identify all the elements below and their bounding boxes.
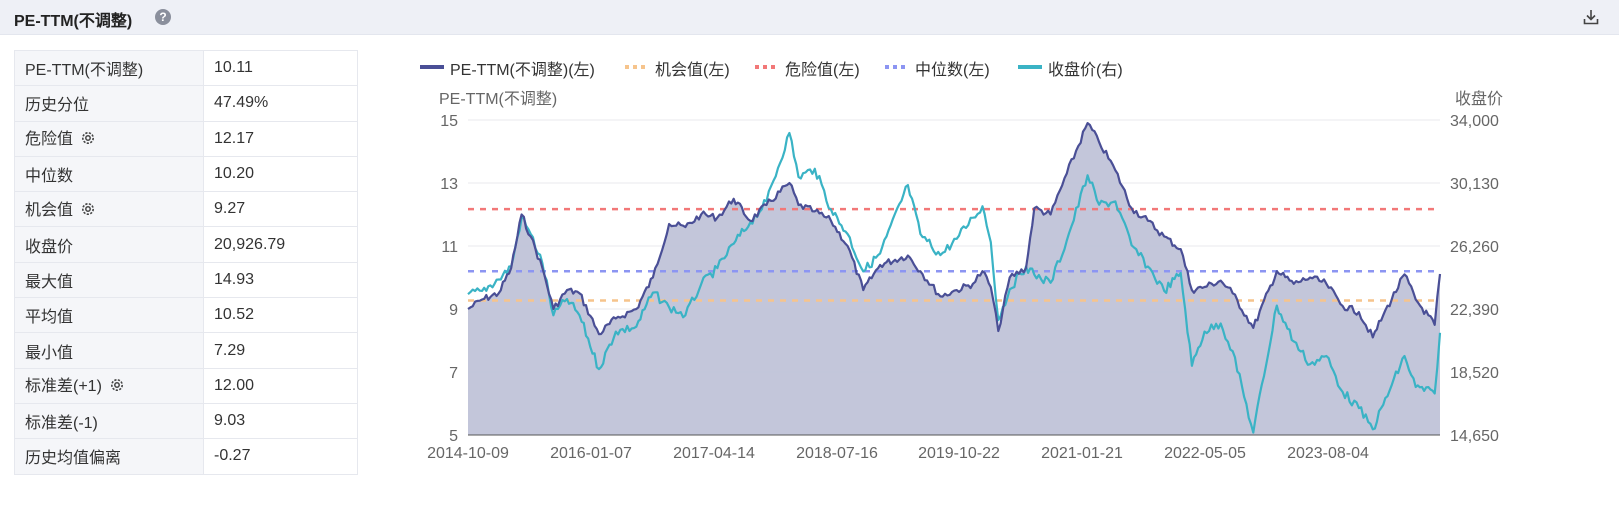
y-left-tick-label: 9	[449, 302, 458, 319]
y-right-tick-label: 22,390	[1450, 302, 1499, 319]
stats-value: 12.00	[203, 367, 358, 404]
stats-row: 机会值 9.27	[14, 191, 358, 228]
stats-label: 最大值	[25, 273, 74, 291]
x-tick-label: 2019-10-22	[918, 445, 1000, 462]
y-left-tick-label: 7	[449, 365, 458, 382]
y-right-tick-label: 18,520	[1450, 365, 1499, 382]
stats-label: 中位数	[25, 168, 74, 186]
legend-label-opportunity: 机会值(左)	[655, 62, 730, 79]
stats-value: 9.27	[203, 191, 358, 228]
stats-value: 9.03	[203, 402, 358, 440]
y-right-tick-label: 34,000	[1450, 113, 1499, 130]
settings-gear-icon[interactable]	[108, 376, 126, 399]
x-tick-label: 2023-08-04	[1287, 445, 1369, 462]
legend-line-danger	[755, 65, 779, 69]
legend-line-pe	[420, 65, 444, 69]
panel-header: PE-TTM(不调整) ?	[0, 0, 1619, 35]
stats-label: 历史均值偏离	[25, 450, 122, 468]
stats-value: 20,926.79	[203, 226, 358, 263]
stats-label-cell: 机会值	[14, 191, 204, 228]
legend-label-median: 中位数(左)	[915, 62, 990, 79]
legend-label-close: 收盘价(右)	[1048, 62, 1123, 79]
stats-label-cell: 中位数	[14, 155, 204, 193]
stats-label: 平均值	[25, 309, 74, 327]
y-right-tick-label: 14,650	[1450, 428, 1499, 445]
stats-value: 10.20	[203, 155, 358, 193]
legend-line-opportunity	[625, 65, 649, 69]
x-tick-label: 2014-10-09	[427, 445, 509, 462]
y-right-axis-title: 收盘价	[1455, 89, 1503, 108]
pe-area-fill	[468, 123, 1440, 435]
y-left-tick-label: 13	[440, 176, 458, 193]
stats-row: 标准差(+1) 12.00	[14, 367, 358, 404]
stats-value: 47.49%	[203, 85, 358, 122]
stats-label: 最小值	[25, 344, 74, 362]
close-price-line	[467, 131, 1442, 434]
stats-label: 标准差(-1)	[25, 415, 98, 433]
x-tick-label: 2018-07-16	[796, 445, 878, 462]
stats-label-cell: 危险值	[14, 120, 204, 157]
stats-row: 历史均值偏离 -0.27	[14, 438, 358, 475]
stats-label: 机会值	[25, 201, 74, 219]
legend-line-median	[885, 65, 909, 69]
legend-label-pe: PE-TTM(不调整)(左)	[450, 62, 595, 79]
panel-title: PE-TTM(不调整)	[14, 13, 133, 30]
stats-label-cell: 标准差(+1)	[14, 367, 204, 404]
legend-line-close	[1018, 65, 1042, 69]
y-left-tick-label: 15	[440, 113, 458, 130]
stats-label: PE-TTM(不调整)	[25, 62, 144, 80]
y-left-axis-title: PE-TTM(不调整)	[439, 90, 557, 108]
pe-line	[467, 122, 1442, 339]
stats-label: 危险值	[25, 131, 74, 149]
x-tick-label: 2016-01-07	[550, 445, 632, 462]
legend-label-danger: 危险值(左)	[785, 62, 860, 79]
settings-gear-icon[interactable]	[79, 200, 97, 223]
stats-value: 10.52	[203, 297, 358, 334]
stats-label-cell: 历史均值偏离	[14, 438, 204, 475]
stats-value: 10.11	[203, 49, 358, 87]
x-tick-label: 2017-04-14	[673, 445, 755, 462]
y-right-tick-label: 30,130	[1450, 176, 1499, 193]
y-right-tick-label: 26,260	[1450, 239, 1499, 256]
stats-row: 危险值 12.17	[14, 120, 358, 157]
stats-value: 14.93	[203, 261, 358, 299]
stats-label: 标准差(+1)	[25, 378, 102, 396]
stats-label: 历史分位	[25, 97, 90, 115]
stats-value: -0.27	[203, 438, 358, 475]
stats-label-cell: 收盘价	[14, 226, 204, 263]
stats-label: 收盘价	[25, 238, 74, 256]
y-left-tick-label: 11	[441, 239, 458, 256]
stats-table: PE-TTM(不调整) 10.11 历史分位 47.49% 危险值 12.17 中位数 10.…	[14, 49, 358, 475]
x-tick-label: 2022-05-05	[1164, 445, 1246, 462]
x-tick-label: 2021-01-21	[1041, 445, 1123, 462]
stats-row: 中位数 10.20	[14, 155, 358, 193]
y-left-tick-label: 5	[449, 428, 458, 445]
stats-row: 收盘价 20,926.79	[14, 226, 358, 263]
settings-gear-icon[interactable]	[79, 129, 97, 152]
question-circle-icon[interactable]: ?	[155, 9, 171, 25]
stats-value: 7.29	[203, 332, 358, 369]
stats-row: 最大值 14.93	[14, 261, 358, 299]
download-icon[interactable]	[1582, 8, 1600, 26]
